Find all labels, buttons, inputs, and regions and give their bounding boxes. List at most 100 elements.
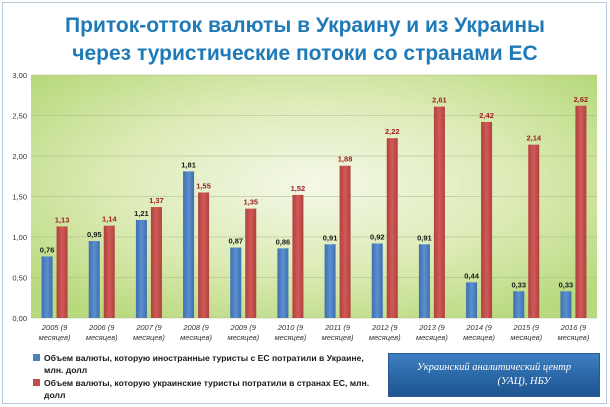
data-label: 1,13	[55, 215, 70, 224]
x-tick-label-line: 2010 (9	[277, 323, 304, 332]
bar-inbound	[183, 171, 195, 318]
legend-swatch-red	[33, 379, 40, 386]
x-tick-label: 2015 (9 месяцев)	[510, 323, 542, 342]
chart-title: Приток-отток валюты в Украину и из Украи…	[0, 12, 610, 68]
data-label: 2,62	[574, 95, 589, 104]
data-label: 0,87	[228, 237, 243, 246]
x-tick-label-line: месяцев)	[39, 333, 71, 342]
x-tick-label-line: 2011 (9	[324, 323, 351, 332]
bar-outbound	[103, 225, 115, 318]
data-label: 2,14	[526, 134, 541, 143]
legend-item-inbound: Объем валюты, которую иностранные турист…	[33, 352, 378, 376]
legend: Объем валюты, которую иностранные турист…	[33, 352, 378, 402]
bar-inbound	[230, 247, 242, 318]
x-tick-label-line: месяцев)	[510, 333, 542, 342]
x-tick-label: 2006 (9 месяцев)	[86, 323, 118, 342]
bar-outbound	[56, 226, 68, 318]
bar-outbound	[198, 192, 210, 318]
bar-outbound	[245, 208, 257, 318]
data-label: 2,42	[479, 111, 494, 120]
x-tick-label: 2005 (9 месяцев)	[39, 323, 71, 342]
legend-label-outbound: Объем валюты, которую украинские туристы…	[44, 378, 370, 400]
x-axis-ticks: 2005 (9 месяцев)2006 (9 месяцев)2007 (9 мес…	[39, 323, 590, 342]
bar-inbound	[88, 241, 100, 318]
x-tick-label-line: месяцев)	[557, 333, 589, 342]
bar-inbound	[135, 219, 147, 318]
x-tick-label-line: месяцев)	[86, 333, 118, 342]
x-tick-label-line: месяцев)	[180, 333, 212, 342]
y-tick-label: 2,50	[12, 112, 27, 121]
source-box: Украинский аналитический центр (УАЦ), НБ…	[388, 353, 600, 397]
x-tick-label-line: 2013 (9	[418, 323, 445, 332]
x-tick-label-line: 2005 (9	[41, 323, 68, 332]
data-label: 0,91	[417, 233, 432, 242]
bar-outbound	[481, 121, 493, 318]
x-tick-label-line: 2007 (9	[135, 323, 162, 332]
data-label: 1,55	[196, 181, 211, 190]
bar-inbound	[466, 282, 478, 318]
title-line-1: Приток-отток валюты в Украину и из Украи…	[65, 14, 545, 37]
y-axis-ticks: 0,00 0,50 1,00 1,50 2,00 2,50 3,00	[12, 71, 27, 323]
y-tick-label: 2,00	[12, 152, 27, 161]
data-labels: 0,76 1,13 0,951,14 1,211,37 1,81 1,55 0,87 1,35…	[40, 95, 588, 289]
x-tick-label: 2010 (9 месяцев)	[274, 323, 306, 342]
y-tick-label: 3,00	[12, 71, 27, 80]
data-label: 0,92	[370, 232, 385, 241]
bar-inbound	[324, 244, 336, 318]
x-tick-label: 2014 (9 месяцев)	[463, 323, 495, 342]
x-tick-label: 2007 (9 месяцев)	[133, 323, 165, 342]
x-tick-label-line: 2016 (9	[560, 323, 587, 332]
x-tick-label: 2012 (9 месяцев)	[369, 323, 401, 342]
x-tick-label-line: 2006 (9	[88, 323, 115, 332]
x-tick-label: 2008 (9 месяцев)	[180, 323, 212, 342]
bar-outbound	[433, 106, 445, 318]
data-label: 1,52	[291, 184, 306, 193]
gridlines	[31, 74, 597, 319]
data-label: 1,88	[338, 155, 353, 164]
x-tick-label-line: месяцев)	[463, 333, 495, 342]
y-tick-label: 0,50	[12, 274, 27, 283]
source-line-1: Украинский аналитический центр	[416, 362, 572, 373]
data-label: 0,44	[464, 271, 479, 280]
legend-item-outbound: Объем валюты, которую украинские туристы…	[33, 377, 378, 401]
data-label: 0,95	[87, 230, 102, 239]
y-tick-label: 1,50	[12, 193, 27, 202]
legend-label-inbound: Объем валюты, которую иностранные турист…	[44, 353, 364, 375]
x-tick-label: 2011 (9 месяцев)	[322, 323, 354, 342]
bar-inbound	[277, 248, 289, 318]
data-label: 1,14	[102, 215, 117, 224]
title-line-2: через туристические потоки со странами Е…	[72, 42, 538, 65]
x-tick-label-line: месяцев)	[416, 333, 448, 342]
x-tick-label-line: месяцев)	[274, 333, 306, 342]
x-tick-label-line: месяцев)	[322, 333, 354, 342]
bar-outbound	[528, 144, 540, 318]
x-tick-label-line: месяцев)	[133, 333, 165, 342]
data-label: 0,33	[511, 280, 526, 289]
data-label: 1,35	[243, 198, 258, 207]
bar-outbound	[150, 207, 162, 318]
bar-outbound	[575, 105, 587, 318]
legend-swatch-blue	[33, 354, 40, 361]
bar-outbound	[386, 138, 398, 318]
bar-inbound	[560, 291, 572, 318]
source-line-2: (УАЦ), НБУ	[497, 376, 551, 387]
bar-inbound	[41, 256, 53, 318]
data-label: 0,33	[559, 280, 574, 289]
bars	[41, 105, 587, 318]
data-label: 1,37	[149, 196, 164, 205]
y-tick-label: 1,00	[12, 233, 27, 242]
bar-outbound	[339, 165, 351, 318]
y-tick-label: 0,00	[12, 314, 27, 323]
bar-outbound	[292, 194, 304, 318]
bar-inbound	[418, 244, 430, 318]
data-label: 0,86	[276, 237, 291, 246]
data-label: 2,22	[385, 127, 400, 136]
x-tick-label-line: месяцев)	[369, 333, 401, 342]
bar-inbound	[513, 291, 525, 318]
data-label: 0,91	[323, 233, 338, 242]
x-tick-label-line: 2015 (9	[513, 323, 540, 332]
x-tick-label-line: 2008 (9	[182, 323, 209, 332]
x-tick-label-line: 2009 (9	[230, 323, 257, 332]
x-tick-label-line: месяцев)	[227, 333, 259, 342]
